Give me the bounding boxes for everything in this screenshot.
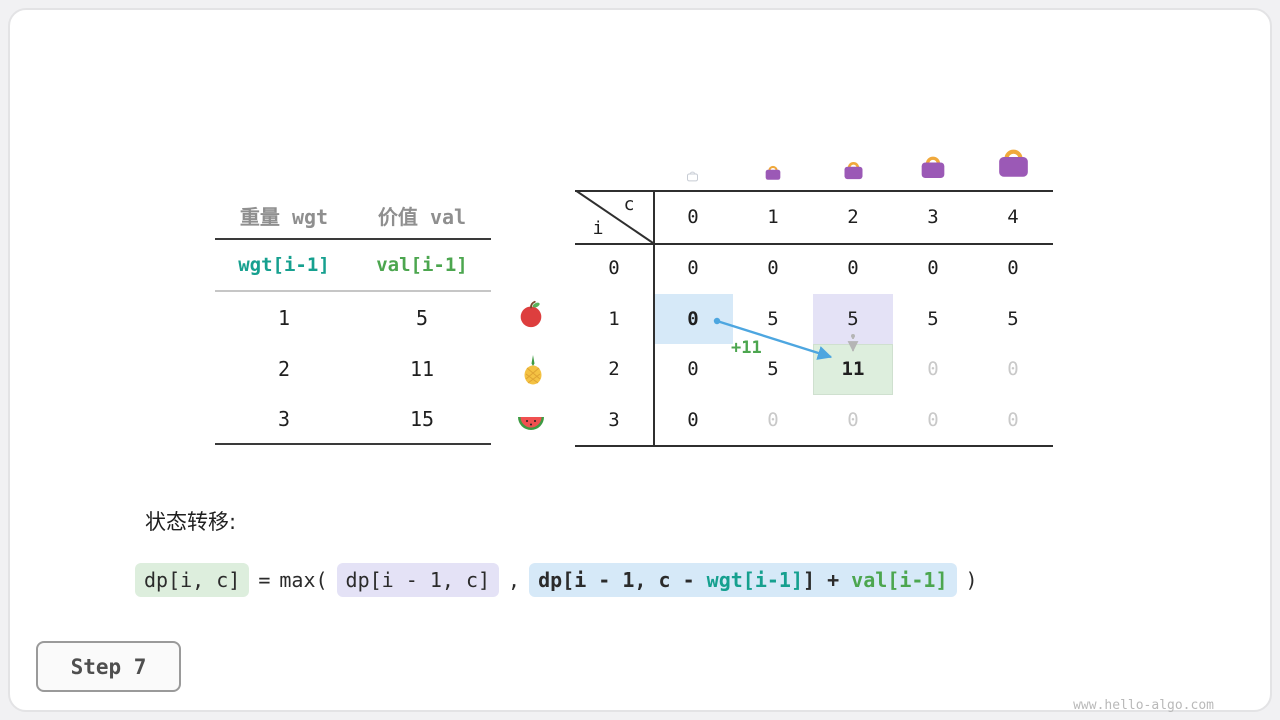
item-2-value: 11 [409,356,435,381]
formula-close: ) [965,568,978,592]
items-table-formula-row: wgt[i-1] val[i-1] [215,240,491,292]
dp-corner-diagonal [574,189,654,244]
bag-small-icon [762,161,784,187]
dp-table-vertical-border [653,190,655,445]
dp-cell-0-4: 0 [1007,257,1019,280]
item-1-weight: 1 [277,305,291,330]
dp-cell-2-4: 0 [1007,358,1019,381]
transition-heading: 状态转移: [145,510,237,534]
bag-medium-icon [840,156,867,187]
formula-max-open: max( [279,568,328,592]
formula-comma: , [508,568,521,592]
dp-row-header-2: 2 [608,358,620,381]
items-table-header: 重量 wgt 价值 val [215,192,491,240]
item-1-value: 5 [415,305,429,330]
dp-cell-2-2: 11 [813,344,893,395]
dp-table-top-border [575,190,1053,192]
dp-cell-0-1: 0 [767,257,779,280]
dp-corner-row-var: i [592,218,604,239]
bag-ghost-icon [685,168,700,187]
dp-cell-1-2: 5 [813,293,893,344]
dp-cell-1-1: 5 [767,307,779,330]
bag-large-icon [916,149,950,187]
formula-lhs: dp[i, c] [135,563,250,597]
formula-equals: = [258,568,271,592]
formula-arg1: dp[i - 1, c] [336,563,500,597]
dp-col-header-1: 1 [767,205,779,228]
dp-cell-3-3: 0 [927,408,939,431]
formula-arg2-val: val[i-1] [851,568,948,592]
dp-cell-1-4: 5 [1007,307,1019,330]
transition-formula: dp[i, c] = max( dp[i - 1, c] , dp[i - 1,… [135,563,978,597]
dp-cell-0-2: 0 [847,257,859,280]
formula-arg2-mid: ] + [803,568,852,592]
dp-row-header-1: 1 [608,307,620,330]
dp-cell-2-0: 0 [687,358,699,381]
dp-table-header-border [575,243,1053,245]
dp-row-header-3: 3 [608,408,620,431]
formula-arg2-wgt: wgt[i-1] [706,568,803,592]
step-badge: Step 7 [36,641,181,692]
dp-col-header-2: 2 [847,205,859,228]
dp-cell-3-0: 0 [687,408,699,431]
item-2-weight: 2 [277,356,291,381]
formula-value-label: val[i-1] [376,254,468,276]
dp-col-header-4: 4 [1007,205,1019,228]
pineapple-icon [517,354,549,390]
dp-cell-3-2: 0 [847,408,859,431]
item-row-1: 1 5 [215,292,491,343]
items-table: 重量 wgt 价值 val wgt[i-1] val[i-1] 1 5 2 11… [215,192,491,445]
bag-xlarge-icon [992,140,1035,187]
item-row-3: 3 15 [215,394,491,445]
dp-cell-1-0: 0 [653,293,733,344]
formula-arg2-prefix: dp[i - 1, c - [538,568,707,592]
apple-icon [516,299,546,333]
dp-row-header-0: 0 [608,257,620,280]
dp-col-header-3: 3 [927,205,939,228]
item-row-2: 2 11 [215,343,491,394]
watermark: www.hello-algo.com [1073,698,1214,713]
dp-cell-3-4: 0 [1007,408,1019,431]
formula-arg2: dp[i - 1, c - wgt[i-1]] + val[i-1] [529,563,957,597]
item-3-value: 15 [409,406,435,431]
add-value-label: +11 [731,338,762,358]
dp-col-header-0: 0 [687,205,699,228]
dp-cell-0-3: 0 [927,257,939,280]
dp-cell-2-3: 0 [927,358,939,381]
dp-cell-3-1: 0 [767,408,779,431]
header-weight: 重量 wgt [239,204,329,229]
header-value: 价值 val [377,204,467,229]
dp-cell-2-1: 5 [767,358,779,381]
formula-weight-label: wgt[i-1] [238,254,330,276]
dp-corner-col-var: c [623,194,635,215]
dp-cell-1-3: 5 [927,307,939,330]
dp-table-bottom-border [575,445,1053,447]
dp-cell-0-0: 0 [687,257,699,280]
item-3-weight: 3 [277,406,291,431]
watermelon-icon [515,406,547,442]
